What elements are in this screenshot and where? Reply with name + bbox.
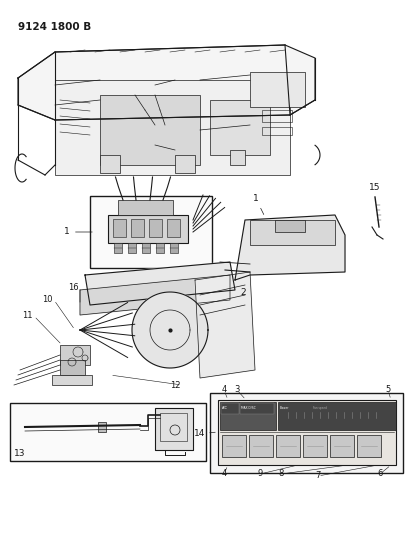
Text: 6: 6: [377, 470, 383, 479]
Bar: [118, 200, 173, 215]
Text: 14: 14: [194, 429, 205, 438]
Bar: [240, 403, 274, 414]
Text: 10: 10: [42, 295, 53, 304]
Bar: [149, 219, 162, 237]
Bar: [250, 220, 335, 245]
Bar: [275, 220, 305, 232]
Polygon shape: [85, 262, 235, 305]
Bar: [114, 243, 122, 253]
Text: 13: 13: [14, 449, 25, 458]
Bar: [98, 422, 106, 432]
Bar: [175, 155, 195, 173]
Polygon shape: [80, 275, 230, 315]
Bar: [160, 413, 187, 441]
Text: 4: 4: [222, 470, 226, 479]
Text: 5: 5: [386, 385, 390, 394]
Bar: [170, 243, 178, 253]
Bar: [10, 403, 206, 461]
Text: MAX D/SC: MAX D/SC: [241, 406, 256, 410]
Text: 4: 4: [222, 385, 226, 394]
Bar: [167, 219, 180, 237]
Bar: [262, 110, 292, 122]
Bar: [113, 219, 126, 237]
Bar: [276, 435, 300, 457]
Bar: [278, 402, 396, 430]
Bar: [100, 155, 120, 173]
Text: 11: 11: [22, 311, 32, 320]
Bar: [155, 408, 193, 450]
Text: 2: 2: [240, 288, 246, 297]
Bar: [52, 375, 92, 385]
Bar: [100, 95, 200, 165]
Bar: [156, 243, 164, 253]
Bar: [218, 400, 396, 465]
Bar: [60, 345, 90, 365]
Bar: [60, 360, 85, 375]
Text: 7: 7: [315, 472, 321, 481]
Bar: [210, 393, 403, 473]
Bar: [357, 435, 381, 457]
Bar: [230, 150, 245, 165]
Bar: [142, 243, 150, 253]
Polygon shape: [18, 45, 315, 120]
Bar: [108, 215, 188, 243]
Polygon shape: [235, 215, 345, 280]
Bar: [249, 435, 273, 457]
Text: 9: 9: [257, 470, 263, 479]
Bar: [221, 403, 239, 414]
Text: 3: 3: [234, 385, 240, 394]
Text: 15: 15: [369, 183, 381, 192]
Bar: [210, 100, 270, 155]
Bar: [330, 435, 354, 457]
Bar: [55, 80, 290, 175]
Bar: [303, 435, 327, 457]
Text: Fan speed: Fan speed: [313, 406, 327, 410]
Bar: [131, 219, 144, 237]
Text: A/C: A/C: [222, 406, 228, 410]
Bar: [222, 435, 246, 457]
Bar: [250, 72, 305, 107]
Text: 8: 8: [278, 470, 284, 479]
Text: 16: 16: [68, 284, 79, 293]
Polygon shape: [132, 292, 208, 368]
Text: 1: 1: [64, 228, 92, 237]
Bar: [128, 243, 136, 253]
Text: 12: 12: [170, 381, 180, 390]
Text: Blower: Blower: [280, 406, 289, 410]
Bar: [90, 196, 212, 268]
Polygon shape: [195, 272, 255, 378]
Text: 1: 1: [253, 194, 264, 214]
Text: 9124 1800 B: 9124 1800 B: [18, 22, 91, 32]
Bar: [220, 402, 276, 430]
Bar: [262, 127, 292, 135]
